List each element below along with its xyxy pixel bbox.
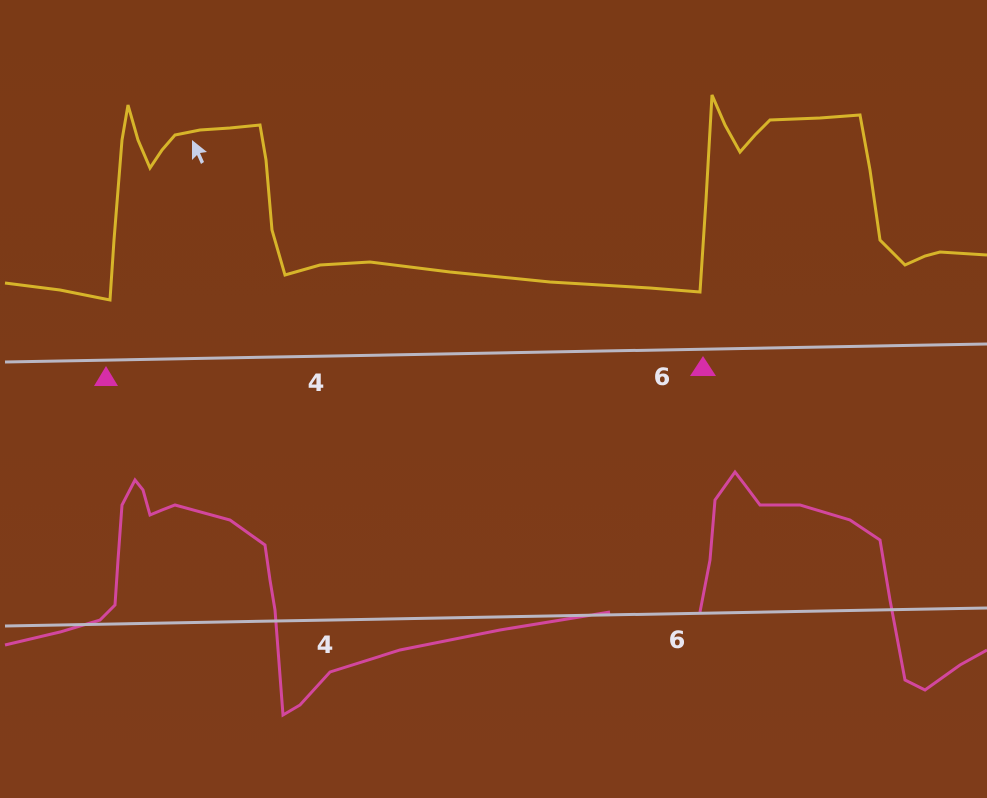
axis-tick-label: 4 xyxy=(317,631,334,659)
axis-tick-label: 4 xyxy=(308,369,325,397)
monitor-screen: 4 6 4 6 xyxy=(0,0,987,798)
axis-tick-label: 6 xyxy=(669,626,686,654)
background xyxy=(0,0,987,798)
axis-tick-label: 6 xyxy=(654,363,671,391)
page: 4 6 4 6 (() => { const data = JSON.parse… xyxy=(0,0,987,798)
